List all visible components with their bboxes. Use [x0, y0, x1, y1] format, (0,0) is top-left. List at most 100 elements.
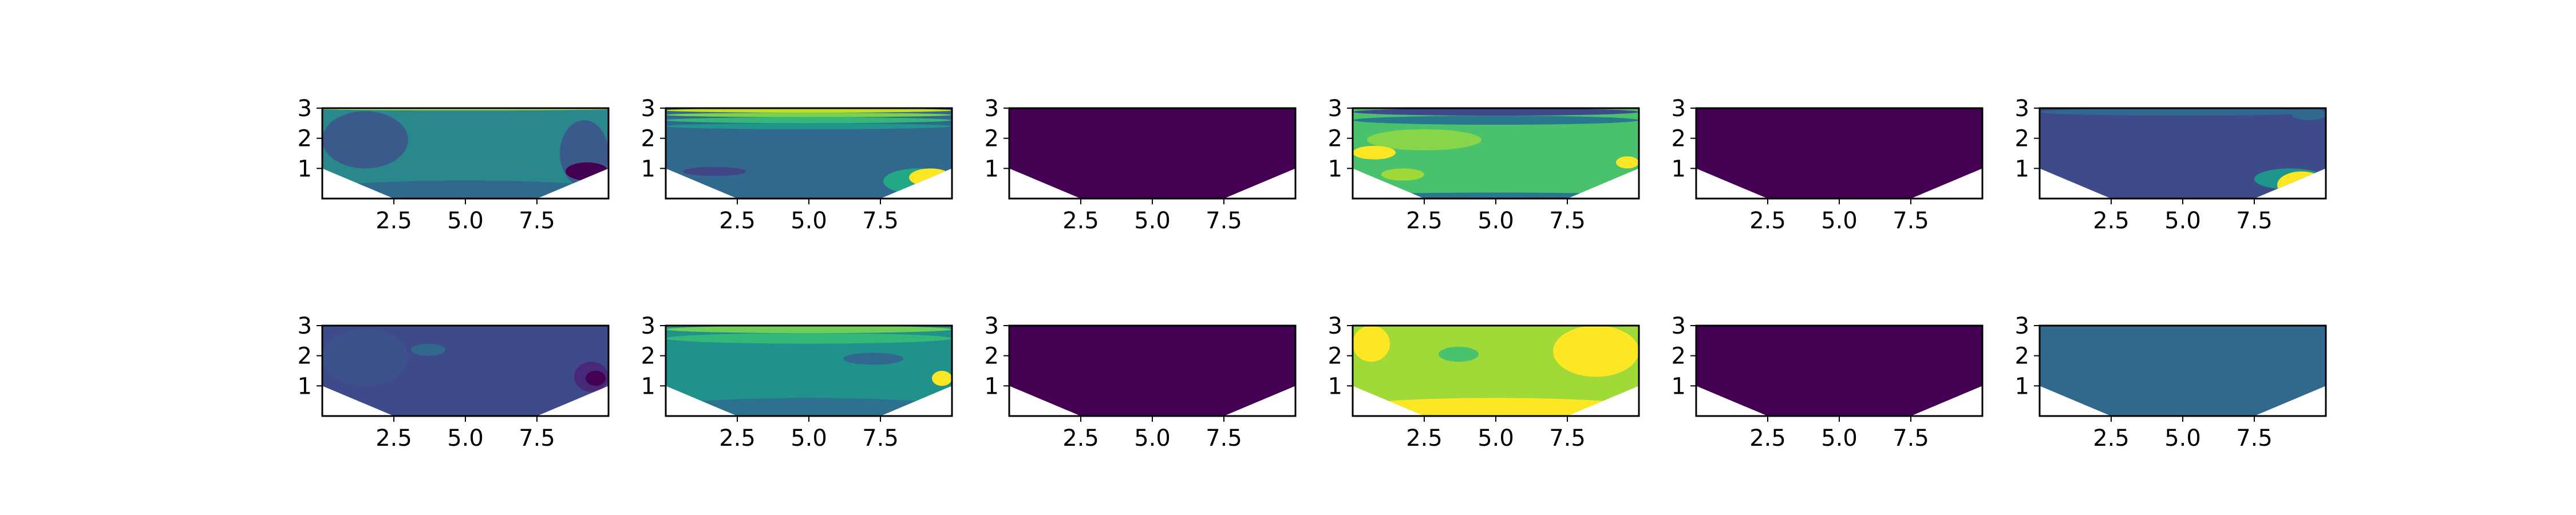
- contour-level-region: [322, 111, 408, 169]
- contour-level-region: [322, 328, 408, 386]
- y-tick-label: 3: [985, 96, 999, 122]
- contour-fill: [1696, 108, 1982, 199]
- contour-level-region: [666, 123, 952, 129]
- contour-level-region: [1353, 192, 1639, 199]
- contour-level-region: [1353, 398, 1639, 416]
- x-tick-label: 7.5: [519, 208, 555, 234]
- x-tick-label: 2.5: [719, 425, 756, 451]
- contour-panel: 2.5 5.0 7.5 1 2 3: [2015, 313, 2327, 451]
- x-tick-label: 2.5: [719, 208, 756, 234]
- x-tick-label: 2.5: [376, 425, 412, 451]
- x-tick-label: 2.5: [1062, 208, 1099, 234]
- y-tick-label: 1: [1328, 156, 1342, 182]
- y-tick-label: 2: [641, 126, 655, 152]
- contour-fill: [1353, 326, 1639, 416]
- contour-level-region: [666, 112, 952, 117]
- contour-base-level: [1009, 326, 1295, 416]
- x-tick-label: 7.5: [1206, 425, 1242, 451]
- contour-level-region: [666, 326, 952, 334]
- contour-level-region: [1367, 129, 1481, 150]
- contour-fill: [1353, 108, 1639, 199]
- x-tick-label: 2.5: [1406, 425, 1443, 451]
- y-tick-label: 3: [985, 313, 999, 339]
- contour-level-region: [1381, 168, 1424, 181]
- y-tick-label: 3: [641, 96, 655, 122]
- contour-fill: [2040, 108, 2326, 199]
- y-tick-label: 1: [1328, 373, 1342, 399]
- contour-level-region: [666, 117, 952, 124]
- y-tick-label: 1: [1672, 156, 1686, 182]
- y-tick-label: 2: [1328, 126, 1342, 152]
- x-tick-label: 5.0: [1477, 208, 1514, 234]
- x-tick-label: 2.5: [1749, 425, 1786, 451]
- x-tick-label: 7.5: [1893, 208, 1929, 234]
- contour-fill: [666, 108, 952, 199]
- y-tick-label: 1: [298, 373, 312, 399]
- x-tick-label: 5.0: [791, 425, 827, 451]
- x-tick-label: 2.5: [2093, 425, 2129, 451]
- panels-group: 2.5 5.0 7.5 1 2 3 2.5 5.0 7.5 1 2 3 2.5 5.0 7.5 1 2 3 2.5 5…: [298, 96, 2327, 451]
- y-tick-label: 2: [1328, 343, 1342, 370]
- x-tick-label: 5.0: [447, 208, 484, 234]
- x-tick-label: 7.5: [862, 425, 899, 451]
- contour-fill: [322, 326, 609, 416]
- x-tick-label: 5.0: [791, 208, 827, 234]
- contour-base-level: [1696, 326, 1982, 416]
- y-tick-label: 3: [1672, 313, 1686, 339]
- contour-level-region: [1353, 145, 1396, 160]
- contour-base-level: [1009, 108, 1295, 199]
- x-tick-label: 5.0: [1821, 425, 1858, 451]
- x-tick-label: 5.0: [1134, 208, 1171, 234]
- y-tick-label: 3: [2015, 313, 2029, 339]
- y-tick-label: 1: [298, 156, 312, 182]
- x-tick-label: 7.5: [862, 208, 899, 234]
- y-tick-label: 1: [985, 156, 999, 182]
- contour-fill: [1696, 326, 1982, 416]
- contour-panel: 2.5 5.0 7.5 1 2 3: [1328, 96, 1640, 234]
- contour-panel: 2.5 5.0 7.5 1 2 3: [641, 313, 953, 451]
- contour-level-region: [1553, 326, 1639, 377]
- contour-fill: [1009, 326, 1295, 416]
- x-tick-label: 2.5: [1062, 425, 1099, 451]
- x-tick-label: 2.5: [376, 208, 412, 234]
- x-tick-label: 7.5: [1206, 208, 1242, 234]
- x-tick-label: 7.5: [1549, 208, 1586, 234]
- y-tick-label: 1: [985, 373, 999, 399]
- y-tick-label: 1: [2015, 156, 2029, 182]
- contour-level-region: [411, 343, 445, 356]
- x-tick-label: 5.0: [1134, 425, 1171, 451]
- x-tick-label: 7.5: [2236, 208, 2273, 234]
- contour-level-region: [1439, 346, 1479, 362]
- x-tick-label: 2.5: [1749, 208, 1786, 234]
- y-tick-label: 2: [985, 343, 999, 370]
- contour-base-level: [1696, 108, 1982, 199]
- contour-panel: 2.5 5.0 7.5 1 2 3: [1672, 96, 1984, 234]
- y-tick-label: 1: [641, 156, 655, 182]
- contour-panel: 2.5 5.0 7.5 1 2 3: [298, 96, 610, 234]
- contour-level-region: [586, 371, 606, 386]
- contour-level-region: [1353, 108, 1639, 116]
- y-tick-label: 2: [1672, 126, 1686, 152]
- x-tick-label: 7.5: [1893, 425, 1929, 451]
- contour-level-region: [683, 167, 746, 176]
- x-tick-label: 5.0: [1821, 208, 1858, 234]
- y-tick-label: 3: [2015, 96, 2029, 122]
- y-tick-label: 3: [1328, 313, 1342, 339]
- x-tick-label: 7.5: [2236, 425, 2273, 451]
- contour-fill: [666, 326, 952, 416]
- y-tick-label: 3: [298, 313, 312, 339]
- x-tick-label: 7.5: [1549, 425, 1586, 451]
- contour-level-region: [2040, 108, 2326, 116]
- y-tick-label: 2: [985, 126, 999, 152]
- contour-panel: 2.5 5.0 7.5 1 2 3: [641, 96, 953, 234]
- contour-level-region: [322, 180, 609, 199]
- y-tick-label: 1: [1672, 373, 1686, 399]
- contour-panel: 2.5 5.0 7.5 1 2 3: [1328, 313, 1640, 451]
- x-tick-label: 5.0: [2164, 208, 2201, 234]
- y-tick-label: 1: [641, 373, 655, 399]
- contour-fill: [1009, 108, 1295, 199]
- contour-level-region: [666, 108, 952, 113]
- y-tick-label: 2: [2015, 126, 2029, 152]
